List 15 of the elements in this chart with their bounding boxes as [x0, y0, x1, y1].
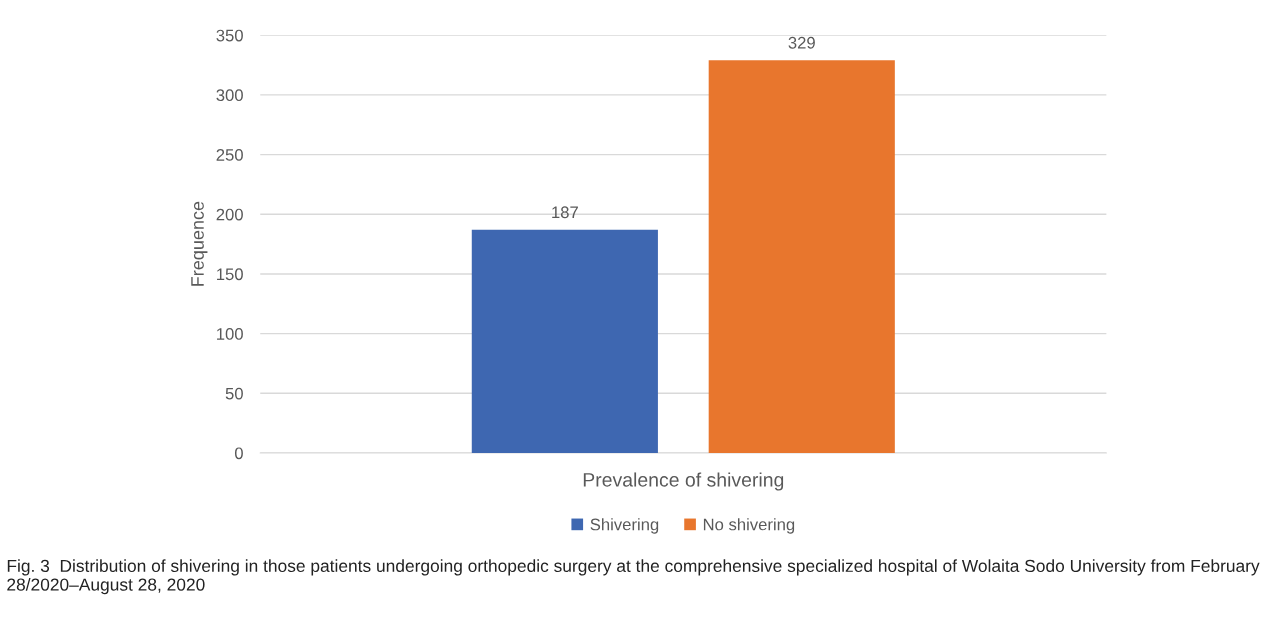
- caption: Fig. 3 Distribution of shivering in those patients undergoing orthopedic surgery at the comprehensive specialized hospital of Wolaita Sodo University from February 28/2020–August 28, 2020: [7, 559, 1260, 595]
- y-tick-label: 300: [216, 89, 243, 102]
- legend-label: Shivering: [590, 518, 659, 534]
- y-tick-label: 100: [217, 328, 243, 340]
- y-tick-label: 250: [216, 148, 243, 161]
- data-label: 329: [788, 36, 815, 49]
- x-tick-label: Prevalence of shivering: [583, 472, 784, 491]
- y-tick-label: 350: [216, 29, 243, 42]
- y-tick-label: 150: [217, 268, 243, 281]
- y-axis-title: Frequence: [191, 201, 208, 286]
- y-tick-label: 200: [216, 208, 243, 221]
- legend-label: No shivering: [703, 518, 795, 534]
- y-tick-label: 0: [234, 447, 243, 460]
- data-label: 187: [552, 206, 578, 219]
- y-tick-label: 50: [225, 387, 243, 400]
